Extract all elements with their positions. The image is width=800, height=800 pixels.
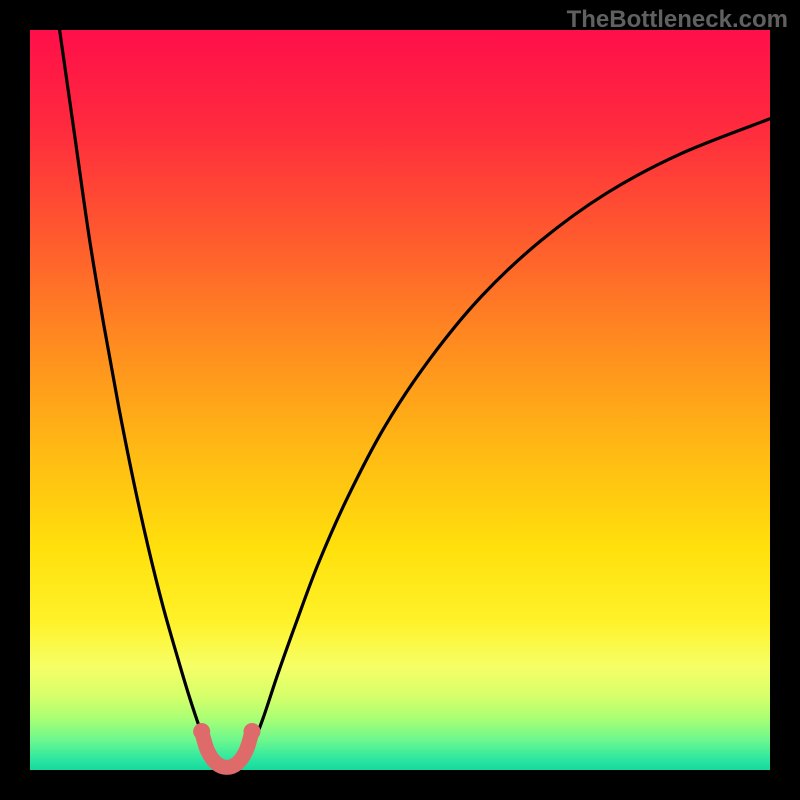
bottleneck-plot (0, 0, 800, 800)
watermark-label: TheBottleneck.com (567, 6, 788, 34)
chart-container: TheBottleneck.com (0, 0, 800, 800)
